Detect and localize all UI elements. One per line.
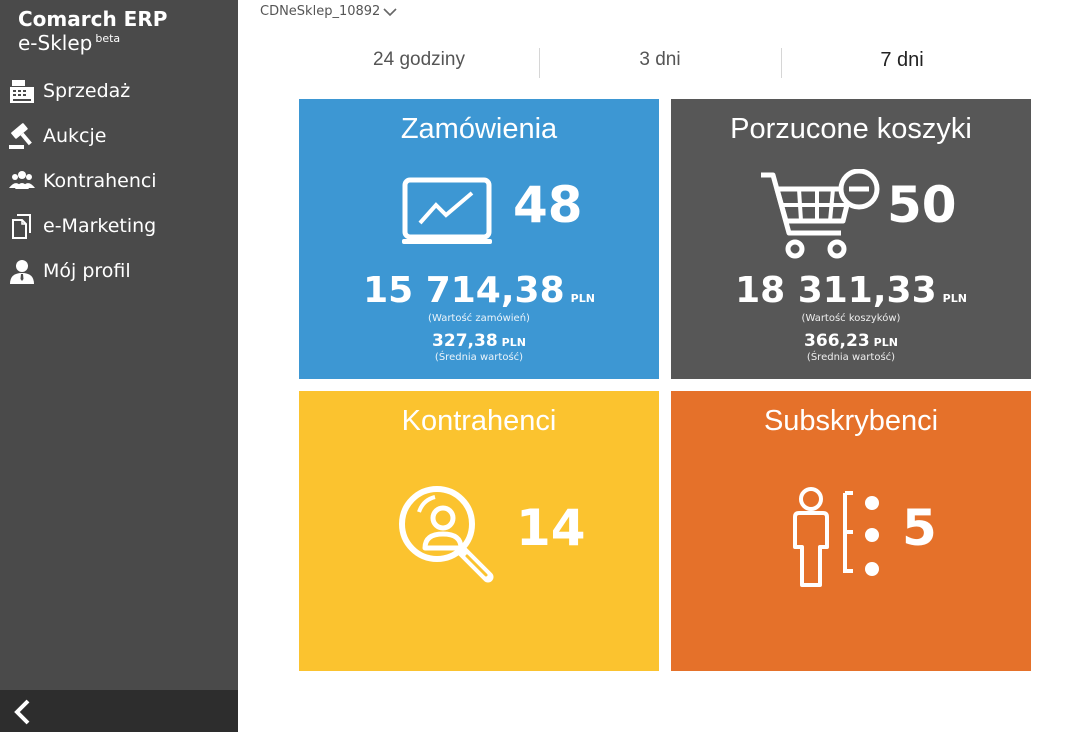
sidebar-item-label: Kontrahenci	[43, 169, 157, 192]
carts-amount-note: (Wartość koszyków)	[801, 313, 901, 324]
users-icon	[8, 167, 36, 195]
store-name: CDNeSklep_10892	[260, 4, 381, 19]
sidebar: Comarch ERP e-Sklep beta Sprzedaż	[0, 0, 238, 732]
orders-avg: 327,38	[432, 331, 498, 351]
collapse-sidebar-button[interactable]	[0, 690, 238, 732]
chevron-down-icon	[383, 7, 397, 16]
period-tabs: 24 godziny 3 dni 7 dni	[299, 46, 1030, 78]
brand: Comarch ERP e-Sklep beta	[18, 6, 167, 54]
user-search-icon	[397, 484, 497, 593]
contractors-tile[interactable]: Kontrahenci 14	[299, 391, 659, 671]
gavel-icon	[8, 122, 36, 150]
carts-avg-row: 366,23 PLN	[671, 331, 1031, 353]
orders-count: 48	[513, 176, 583, 234]
carts-amount-row: 18 311,33 PLN	[671, 271, 1031, 319]
sidebar-item-label: Aukcje	[43, 124, 107, 147]
orders-amount-row: 15 714,38 PLN	[299, 271, 659, 319]
sidebar-item-label: Mój profil	[43, 259, 131, 282]
beta-badge: beta	[95, 32, 121, 45]
sidebar-item-aukcje[interactable]: Aukcje	[0, 113, 238, 158]
carts-count: 50	[887, 176, 957, 234]
contractors-title: Kontrahenci	[401, 405, 557, 437]
tab-divider	[781, 48, 782, 78]
subscribers-tile[interactable]: Subskrybenci 5	[671, 391, 1031, 671]
tab-24-godziny[interactable]: 24 godziny	[373, 49, 465, 70]
subscribers-count: 5	[902, 499, 937, 557]
cart-remove-icon	[759, 168, 884, 268]
orders-avg-currency: PLN	[501, 336, 526, 349]
orders-avg-row: 327,38 PLN	[299, 331, 659, 353]
cash-register-icon	[8, 77, 36, 105]
user-profile-icon	[8, 257, 36, 285]
tab-divider	[539, 48, 540, 78]
sidebar-item-e-marketing[interactable]: e-Marketing	[0, 203, 238, 248]
sidebar-nav: Sprzedaż Aukcje	[0, 68, 238, 293]
sidebar-item-label: e-Marketing	[43, 214, 157, 237]
carts-currency: PLN	[942, 292, 967, 305]
tab-7-dni[interactable]: 7 dni	[880, 49, 924, 71]
chevron-left-icon	[14, 699, 30, 725]
subscriber-icon	[789, 485, 881, 593]
brand-title: Comarch ERP	[18, 7, 168, 31]
sidebar-item-moj-profil[interactable]: Mój profil	[0, 248, 238, 293]
sidebar-item-sprzedaz[interactable]: Sprzedaż	[0, 68, 238, 113]
sidebar-item-kontrahenci[interactable]: Kontrahenci	[0, 158, 238, 203]
abandoned-carts-tile[interactable]: Porzucone koszyki 50 18 311,33 PLN (Warto…	[671, 99, 1031, 379]
orders-amount-note: (Wartość zamówień)	[428, 313, 530, 324]
tab-3-dni[interactable]: 3 dni	[639, 49, 681, 70]
orders-tile[interactable]: Zamówienia 48 15 714,38 PLN (Wartość zamó…	[299, 99, 659, 379]
orders-title: Zamówienia	[400, 113, 558, 145]
carts-amount: 18 311,33	[735, 270, 937, 311]
carts-avg: 366,23	[804, 331, 870, 351]
orders-amount: 15 714,38	[363, 270, 565, 311]
sidebar-item-label: Sprzedaż	[43, 79, 131, 102]
chart-monitor-icon	[402, 177, 492, 251]
brand-subtitle: e-Sklep	[18, 31, 93, 55]
carts-avg-currency: PLN	[873, 336, 898, 349]
carts-title: Porzucone koszyki	[730, 113, 972, 145]
orders-currency: PLN	[570, 292, 595, 305]
subscribers-title: Subskrybenci	[763, 405, 939, 437]
carts-avg-note: (Średnia wartość)	[806, 352, 896, 363]
contractors-count: 14	[516, 499, 586, 557]
store-selector[interactable]: CDNeSklep_10892	[260, 4, 397, 19]
orders-avg-note: (Średnia wartość)	[434, 352, 524, 363]
documents-icon	[8, 212, 36, 240]
